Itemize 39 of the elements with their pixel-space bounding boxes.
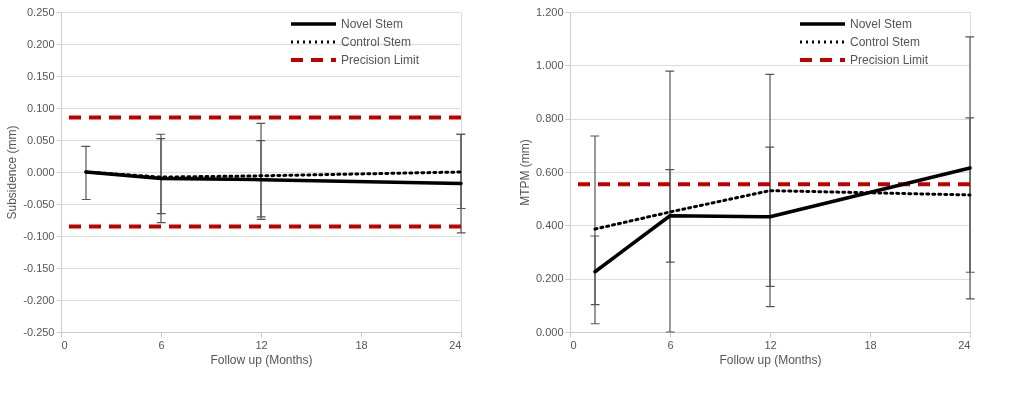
y-tick-label: 1.000	[535, 58, 564, 71]
y-tick-label: 0.600	[535, 165, 564, 178]
y-tick-label: 0.150	[26, 69, 55, 82]
y-tick-label: -0.200	[23, 293, 55, 306]
x-axis-title: Follow up (Months)	[210, 352, 313, 367]
legend-label: Precision Limit	[850, 53, 929, 67]
y-axis-title: Subsidence (mm)	[5, 125, 20, 220]
y-tick-label: 1.200	[535, 5, 564, 18]
legend-label: Control Stem	[341, 35, 412, 49]
y-tick-label: 0.000	[535, 325, 564, 338]
y-tick-label: 0.200	[26, 37, 55, 50]
legend-label: Control Stem	[850, 35, 921, 49]
x-tick-label: 12	[255, 338, 268, 351]
legend-label: Novel Stem	[850, 17, 913, 31]
y-tick-label: 0.100	[26, 101, 55, 114]
legend-label: Novel Stem	[341, 17, 404, 31]
line-series	[593, 166, 972, 274]
x-tick-label: 0	[570, 338, 577, 351]
x-tick-label: 24	[449, 338, 462, 351]
y-axis-title: MTPM (mm)	[517, 139, 532, 206]
y-tick-label: 0.200	[535, 272, 564, 285]
y-tick-label: -0.100	[23, 229, 55, 242]
y-tick-label: 0.000	[26, 165, 55, 178]
y-tick-label: 0.250	[26, 5, 55, 18]
y-tick-label: -0.250	[23, 325, 55, 338]
x-tick-label: 0	[61, 338, 68, 351]
legend-label: Precision Limit	[341, 53, 420, 67]
x-tick-label: 24	[958, 338, 971, 351]
x-axis-title: Follow up (Months)	[719, 352, 822, 367]
x-tick-label: 12	[764, 338, 777, 351]
y-tick-label: -0.050	[23, 197, 55, 210]
x-tick-label: 6	[158, 338, 165, 351]
y-tick-label: 0.400	[535, 218, 564, 231]
y-tick-label: 0.050	[26, 133, 55, 146]
y-tick-label: -0.150	[23, 261, 55, 274]
x-tick-label: 6	[667, 338, 674, 351]
x-tick-label: 18	[355, 338, 368, 351]
x-tick-label: 18	[864, 338, 877, 351]
y-tick-label: 0.800	[535, 112, 564, 125]
